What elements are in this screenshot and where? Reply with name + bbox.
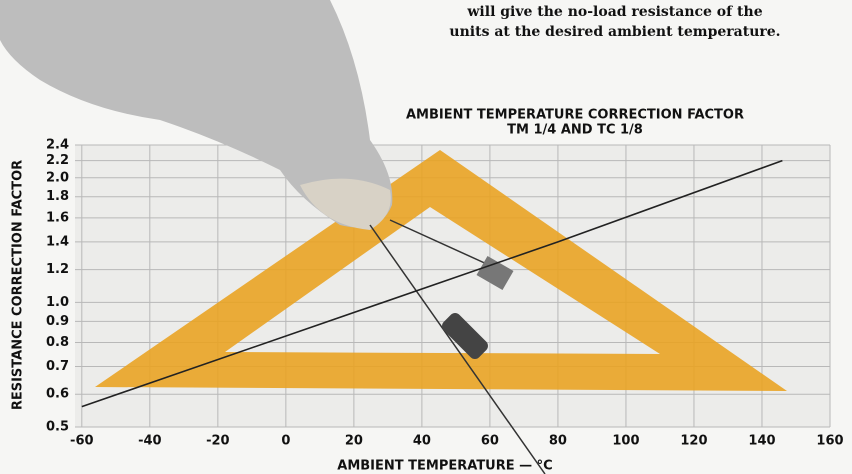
x-tick-label: -40 [138,434,162,449]
y-tick-label: 1.2 [46,262,69,277]
plot [81,159,783,408]
x-tick-label: 40 [413,434,431,449]
y-tick-label: 1.8 [46,189,69,204]
component [442,313,488,359]
y-tick-label: 2.4 [46,138,69,153]
y-tick-label: 0.7 [46,359,69,374]
x-tick-label: 0 [281,434,290,449]
x-tick-label: 80 [549,434,567,449]
x-axis-label: AMBIENT TEMPERATURE — °C [337,459,552,474]
chart-subtitle: TM 1/4 AND TC 1/8 [507,123,643,138]
data-line [81,159,783,408]
x-tick-label: 100 [612,434,639,449]
x-tick-label: 160 [816,434,843,449]
y-tick-label: 0.8 [46,335,69,350]
lead-wire [369,224,546,474]
fingertip [300,178,391,230]
set-square [95,150,787,391]
x-tick-label: 20 [345,434,363,449]
x-tick-label: -60 [70,434,94,449]
component [476,255,514,291]
y-tick-label: 2.2 [46,153,69,168]
x-tick-label: 140 [748,434,775,449]
y-tick-label: 1.4 [46,234,69,249]
y-tick-label: 2.0 [46,170,69,185]
x-tick-label: 120 [680,434,707,449]
y-axis-label: RESISTANCE CORRECTION FACTOR [11,160,26,410]
annotation: will give the no-load resistance of the [466,4,762,20]
x-tick-label: -20 [206,434,230,449]
y-tick-label: 0.9 [46,314,69,329]
y-tick-label: 1.0 [46,295,69,310]
lead-wire [389,219,501,271]
hand [0,0,393,228]
y-tick-label: 1.6 [46,210,69,225]
x-tick-label: 60 [481,434,499,449]
y-tick-label: 0.5 [46,420,69,435]
y-tick-label: 0.6 [46,387,69,402]
chart-title: AMBIENT TEMPERATURE CORRECTION FACTOR [406,108,744,123]
annotation: units at the desired ambient temperature… [449,24,780,40]
